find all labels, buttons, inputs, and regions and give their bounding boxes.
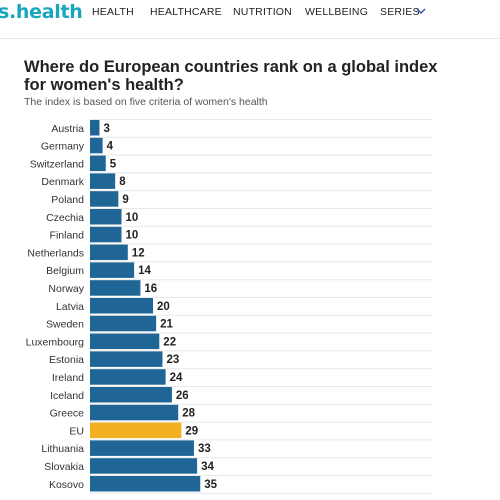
bar-sweden <box>90 315 157 332</box>
category-label: Austria <box>51 123 84 135</box>
category-label: Latvia <box>56 301 84 313</box>
category-label: EU <box>69 425 84 437</box>
chevron-down-icon[interactable] <box>416 6 426 16</box>
nav-series[interactable]: SERIES <box>380 6 420 18</box>
nav-healthcare[interactable]: HEALTHCARE <box>150 6 222 18</box>
value-label: 21 <box>160 319 173 331</box>
value-label: 12 <box>132 247 145 259</box>
value-label: 29 <box>185 425 198 437</box>
bar-netherlands <box>90 244 128 261</box>
value-label: 4 <box>107 141 114 153</box>
value-label: 9 <box>122 194 128 206</box>
value-label: 33 <box>198 443 211 455</box>
category-label: Finland <box>50 230 85 242</box>
bar-luxembourg <box>90 333 160 350</box>
category-label: Sweden <box>46 319 84 331</box>
value-label: 5 <box>110 158 117 170</box>
category-label: Kosovo <box>49 479 84 491</box>
bar-eu <box>90 422 182 439</box>
value-label: 22 <box>163 336 176 348</box>
value-label: 14 <box>138 265 151 277</box>
bar-switzerland <box>90 155 106 172</box>
nav-nutrition[interactable]: NUTRITION <box>233 6 292 18</box>
category-label: Poland <box>51 194 84 206</box>
bar-germany <box>90 137 103 154</box>
value-label: 24 <box>170 372 183 384</box>
value-label: 34 <box>201 461 214 473</box>
bar-denmark <box>90 173 116 189</box>
category-label: Slovakia <box>44 461 84 473</box>
top-navigation: s.health HEALTH HEALTHCARE NUTRITION WEL… <box>0 0 500 30</box>
nav-health[interactable]: HEALTH <box>92 6 134 18</box>
bar-latvia <box>90 298 153 314</box>
value-label: 26 <box>176 390 189 402</box>
chart-title: Where do European countries rank on a gl… <box>24 58 438 94</box>
category-label: Lithuania <box>41 443 84 455</box>
category-label: Belgium <box>46 265 84 277</box>
bar-finland <box>90 226 122 243</box>
category-label: Ireland <box>52 372 84 384</box>
bar-lithuania <box>90 440 194 456</box>
value-label: 35 <box>204 479 217 491</box>
value-label: 16 <box>144 283 157 295</box>
bar-belgium <box>90 262 135 278</box>
category-label: Norway <box>48 283 84 295</box>
value-label: 20 <box>157 301 170 313</box>
value-label: 3 <box>103 123 109 135</box>
value-label: 28 <box>182 408 195 420</box>
chart-subtitle: The index is based on five criteria of w… <box>24 96 268 108</box>
bar-norway <box>90 280 141 296</box>
value-label: 23 <box>166 354 179 366</box>
category-label: Denmark <box>41 176 84 188</box>
category-label: Czechia <box>46 212 84 224</box>
category-label: Switzerland <box>30 158 84 170</box>
category-label: Germany <box>41 141 85 153</box>
bar-austria <box>90 120 100 136</box>
bar-estonia <box>90 351 163 367</box>
category-label: Greece <box>50 408 85 420</box>
category-label: Estonia <box>49 354 84 366</box>
value-label: 8 <box>119 176 126 188</box>
site-logo[interactable]: s.health <box>0 1 83 23</box>
bar-kosovo <box>90 476 201 492</box>
nav-wellbeing[interactable]: WELLBEING <box>305 6 369 18</box>
category-label: Luxembourg <box>26 336 85 348</box>
bar-slovakia <box>90 458 198 474</box>
bar-czechia <box>90 209 122 225</box>
bar-poland <box>90 191 119 207</box>
header-divider <box>0 38 500 39</box>
bar-iceland <box>90 387 172 403</box>
category-label: Iceland <box>50 390 84 402</box>
bar-ireland <box>90 369 166 385</box>
bar-greece <box>90 404 179 421</box>
value-label: 10 <box>126 230 139 242</box>
value-label: 10 <box>126 212 139 224</box>
category-label: Netherlands <box>27 247 84 259</box>
